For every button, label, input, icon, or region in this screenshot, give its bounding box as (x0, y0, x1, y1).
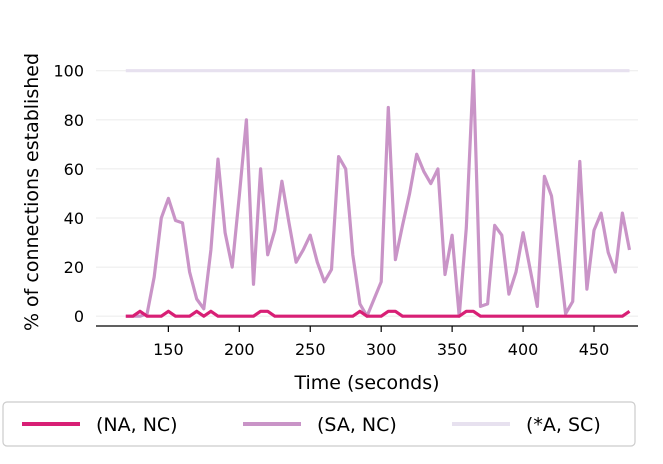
y-tick-label-0: 0 (74, 307, 84, 326)
x-tick-label-150: 150 (153, 340, 184, 359)
y-tick-label-40: 40 (64, 209, 84, 228)
x-tick-label-200: 200 (224, 340, 255, 359)
y-tick-label-80: 80 (64, 111, 84, 130)
y-tick-label-20: 20 (64, 258, 84, 277)
x-tick-label-300: 300 (366, 340, 397, 359)
legend-label-all-sc: (*A, SC) (526, 414, 601, 436)
series-layer (125, 69, 632, 318)
series-line-1 (125, 69, 632, 318)
y-axis-ticks: 0 20 40 60 80 100 (53, 62, 84, 326)
series-line-0 (125, 309, 631, 318)
x-tick-label-250: 250 (295, 340, 326, 359)
x-tick-label-350: 350 (437, 340, 468, 359)
x-axis-ticks: 150 200 250 300 350 400 450 (153, 326, 609, 359)
x-axis-label: Time (seconds) (293, 372, 439, 394)
gridlines (96, 70, 638, 317)
x-tick-label-450: 450 (579, 340, 610, 359)
legend-label-na-nc: (NA, NC) (96, 414, 178, 436)
x-tick-label-400: 400 (508, 340, 539, 359)
y-axis-label: % of connections established (21, 53, 43, 331)
legend-frame (2, 401, 636, 447)
y-tick-label-60: 60 (64, 160, 84, 179)
y-tick-label-100: 100 (53, 62, 84, 81)
legend: (NA, NC) (SA, NC) (*A, SC) (2, 401, 636, 447)
legend-label-sa-nc: (SA, NC) (317, 414, 397, 436)
